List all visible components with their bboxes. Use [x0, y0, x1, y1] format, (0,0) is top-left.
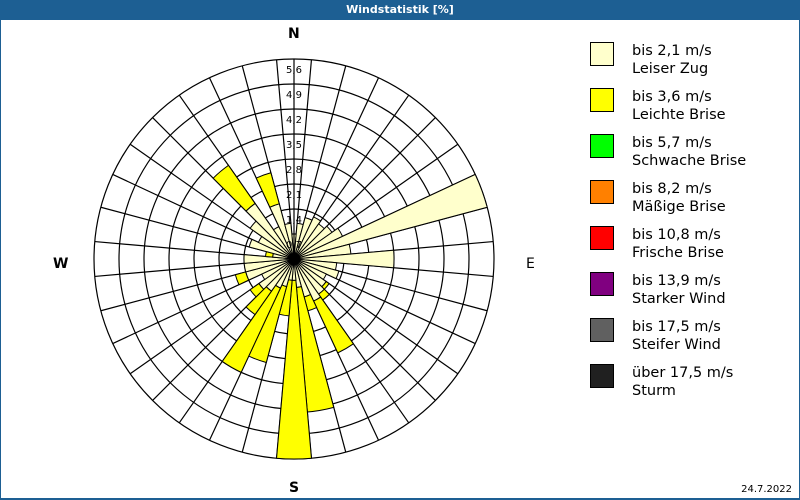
radial-tick-label: 2,8 [286, 165, 302, 176]
legend-swatch [590, 134, 614, 158]
radial-tick-label: 0,7 [286, 240, 302, 251]
legend-swatch [590, 88, 614, 112]
compass-south-label: S [289, 480, 300, 496]
radial-tick-label: 4,2 [286, 115, 302, 126]
legend-range: bis 13,9 m/s [632, 273, 721, 289]
legend-range: bis 10,8 m/s [632, 227, 721, 243]
wind-sector [293, 173, 488, 260]
compass-west-label: W [53, 256, 69, 272]
legend-swatch [590, 364, 614, 388]
legend-label: Mäßige Brise [632, 199, 726, 215]
wind-sector [245, 286, 273, 316]
center-hub [289, 254, 299, 264]
chart-title: Windstatistik [%] [0, 0, 800, 20]
bottom-border [0, 498, 800, 500]
wind-sector [312, 296, 355, 354]
wind-sector [284, 222, 295, 260]
legend-range: bis 8,2 m/s [632, 181, 712, 197]
legend-label: Starker Wind [632, 291, 726, 307]
radial-tick-label: 1,4 [286, 215, 302, 226]
legend-label: Leiser Zug [632, 61, 709, 77]
legend-swatch [590, 180, 614, 204]
legend-range: bis 17,5 m/s [632, 319, 721, 335]
compass-north-label: N [288, 26, 300, 42]
legend-swatch [590, 272, 614, 296]
date-label: 24.7.2022 [741, 484, 792, 495]
legend-range: bis 5,7 m/s [632, 135, 712, 151]
radial-tick-label: 3,5 [286, 140, 302, 151]
legend-swatch [590, 42, 614, 66]
legend-label: Schwache Brise [632, 153, 747, 169]
legend-swatch [590, 318, 614, 342]
wind-sector [243, 254, 295, 264]
compass-east-label: E [526, 256, 535, 272]
radial-tick-label: 5,6 [286, 65, 302, 76]
wind-sector [212, 164, 256, 212]
wind-sector [293, 216, 322, 260]
legend-range: über 17,5 m/s [632, 365, 734, 381]
legend-label: Leichte Brise [632, 107, 726, 123]
legend-range: bis 3,6 m/s [632, 89, 712, 105]
wind-sector [221, 284, 282, 373]
legend-range: bis 2,1 m/s [632, 43, 712, 59]
wind-sector [276, 279, 312, 460]
wind-sector [249, 282, 265, 298]
wind-sector [293, 249, 395, 269]
wind-sector [234, 271, 250, 286]
legend-swatch [590, 226, 614, 250]
legend-label: Frische Brise [632, 245, 724, 261]
radial-tick-label: 2,1 [286, 190, 302, 201]
legend-label: Steifer Wind [632, 337, 721, 353]
radial-tick-label: 4,9 [286, 90, 302, 101]
legend-label: Sturm [632, 383, 676, 399]
wind-sector [255, 172, 280, 208]
